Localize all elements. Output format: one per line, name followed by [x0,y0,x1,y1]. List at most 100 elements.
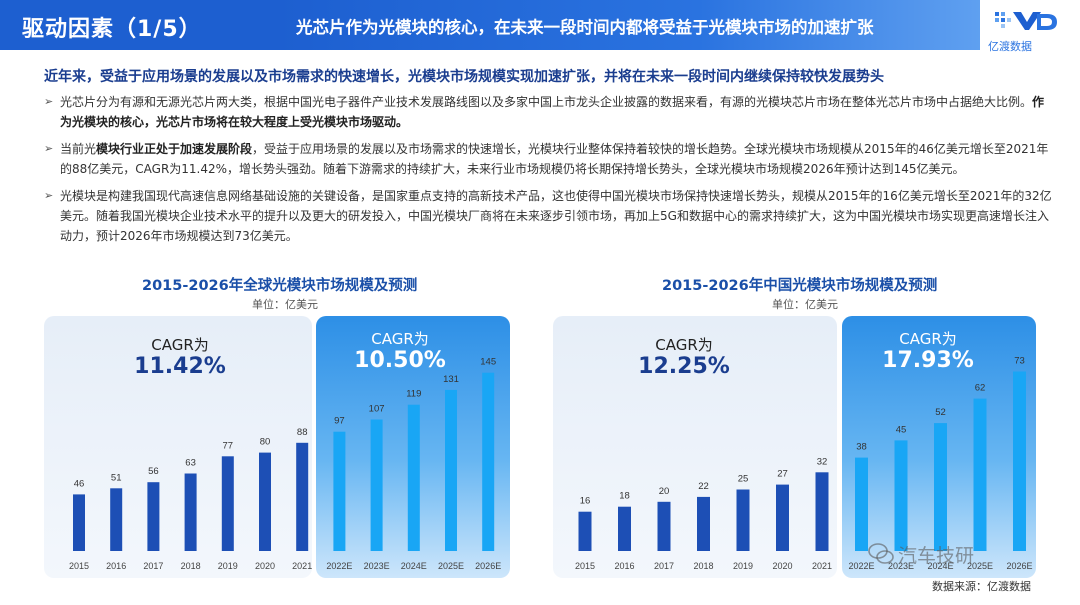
bullet-text: 光芯片分为有源和无源光芯片两大类，根据中国光电子器件产业技术发展路线图以及多家中… [60,95,1033,109]
value-label-china-2022E: 38 [856,442,867,453]
category-label-global-2024E: 2024E [401,561,427,571]
value-label-china-2016: 18 [619,491,630,502]
cagr-label-global-fc: CAGR为 [371,330,429,348]
watermark: 汽车技研 [898,545,975,567]
chart-unit-global: 单位：亿美元 [252,298,318,311]
category-label-china-2019: 2019 [733,561,753,571]
bullet-bold-text: 模块行业正处于加速发展阶段 [96,142,253,156]
bar-china-2017 [657,501,671,551]
value-label-china-2021: 32 [817,456,828,467]
bar-global-2023E [370,419,383,551]
bullet-list: ➢ 光芯片分为有源和无源光芯片两大类，根据中国光电子器件产业技术发展路线图以及多… [44,92,1054,253]
bar-global-2019 [221,456,234,551]
bullet-text-tail: ，受益于应用场景的发展以及市场需求的快速增长，光模块行业整体保持着较快的增长趋势… [60,142,1049,176]
value-label-china-2023E: 45 [896,424,907,435]
category-label-china-2020: 2020 [772,561,792,571]
value-label-global-2021: 88 [297,427,308,438]
value-label-global-2025E: 131 [443,374,459,385]
value-label-china-2019: 25 [738,474,749,485]
value-label-global-2016: 51 [111,472,122,483]
cagr-label-global-hist: CAGR为 [151,336,209,354]
bullet-item: ➢ 光模块是构建我国现代高速信息网络基础设施的关键设备，是国家重点支持的高新技术… [44,186,1054,246]
bullet-text: 当前光 [60,142,97,156]
bar-global-2020 [259,452,271,551]
chart-title-china: 2015-2026年中国光模块市场规模及预测 [662,278,938,294]
category-label-china-2018: 2018 [693,561,713,571]
value-label-global-2017: 56 [148,466,159,477]
category-label-global-2023E: 2023E [364,561,390,571]
category-label-china-2021: 2021 [812,561,832,571]
category-label-china-2015: 2015 [575,561,595,571]
category-label-china-2016: 2016 [614,561,634,571]
bullet-text: 光模块是构建我国现代高速信息网络基础设施的关键设备，是国家重点支持的高新技术产品… [60,189,1052,243]
wechat-icon [868,543,894,564]
category-label-china-2017: 2017 [654,561,674,571]
bar-china-2026E [1013,371,1026,551]
bar-china-2025E [973,398,987,551]
bullet-item: ➢ 光芯片分为有源和无源光芯片两大类，根据中国光电子器件产业技术发展路线图以及多… [44,92,1054,132]
bar-china-2021 [815,472,829,551]
data-source: 数据来源：亿渡数据 [932,580,1031,593]
bullet-bold-text: 作为光模块的核心，光芯片市场将在较大程度上受光模块市场驱动。 [60,95,1045,129]
value-label-global-2026E: 145 [480,357,496,368]
header: 驱动因素（1/5） 光芯片作为光模块的核心，在未来一段时间内都将受益于光模块市场… [0,0,1080,53]
bar-global-2015 [73,494,85,551]
bar-global-2021 [296,442,309,551]
category-label-china-2022E: 2022E [848,561,874,571]
value-label-global-2023E: 107 [369,404,385,415]
headline: 光芯片作为光模块的核心，在未来一段时间内都将受益于光模块市场的加速扩张 [296,18,874,37]
value-label-china-2026E: 73 [1014,356,1025,367]
value-label-china-2017: 20 [659,486,670,497]
value-label-china-2020: 27 [777,469,788,480]
bar-china-2024E [934,423,947,551]
cagr-label-china-fc: CAGR为 [899,330,957,348]
bullet-item: ➢ 当前光模块行业正处于加速发展阶段，受益于应用场景的发展以及市场需求的快速增长… [44,139,1054,179]
category-label-global-2020: 2020 [255,561,275,571]
value-label-china-2018: 22 [698,481,709,492]
brand-name: 亿渡数据 [988,40,1032,53]
category-label-global-2015: 2015 [69,561,89,571]
category-label-global-2026E: 2026E [475,561,501,571]
bar-global-2025E [445,389,457,551]
bar-china-2022E [855,457,868,551]
value-label-china-2025E: 62 [975,383,986,394]
chart-title-global: 2015-2026年全球光模块市场规模及预测 [142,278,418,294]
cagr-label-china-hist: CAGR为 [655,336,713,354]
bar-china-2018 [697,496,710,551]
category-label-global-2018: 2018 [181,561,201,571]
value-label-china-2024E: 52 [935,407,946,418]
section-title: 驱动因素（1/5） [22,17,202,42]
bar-global-2018 [184,473,197,551]
value-label-global-2018: 63 [185,458,196,469]
category-label-global-2022E: 2022E [326,561,352,571]
value-label-global-2020: 80 [260,437,271,448]
value-label-global-2015: 46 [74,478,85,489]
cagr-value-china-hist: 12.25% [638,354,730,379]
value-label-china-2015: 16 [580,496,591,507]
brand-logo-icon [995,12,1057,30]
bullet-arrow-icon: ➢ [44,95,54,108]
bar-china-2023E [894,440,908,551]
summary: 近年来，受益于应用场景的发展以及市场需求的快速增长，光模块市场规模实现加速扩张，… [44,69,884,85]
cagr-value-global-hist: 11.42% [134,354,226,379]
category-label-china-2023E: 2023E [888,561,914,571]
category-label-china-2026E: 2026E [1006,561,1032,571]
value-label-global-2022E: 97 [334,416,345,427]
section-title-box: 驱动因素（1/5） [0,0,278,50]
bar-global-2026E [482,372,495,551]
bar-china-2019 [736,489,750,551]
bar-china-2020 [776,484,789,551]
category-label-global-2017: 2017 [143,561,163,571]
bullet-arrow-icon: ➢ [44,142,54,155]
category-label-global-2025E: 2025E [438,561,464,571]
cagr-value-china-fc: 17.93% [882,348,974,373]
bar-global-2017 [147,482,160,551]
category-label-global-2019: 2019 [218,561,238,571]
bar-global-2016 [110,488,123,551]
cagr-value-global-fc: 10.50% [354,348,446,373]
value-label-global-2024E: 119 [406,389,421,400]
historical-panel-china [553,316,837,578]
chart-unit-china: 单位：亿美元 [772,298,838,311]
